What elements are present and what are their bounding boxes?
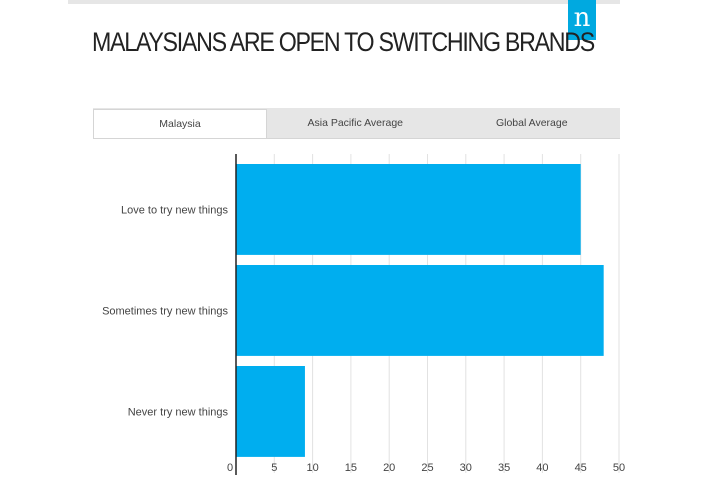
top-rule [68,0,620,4]
x-tick-labels: 0 5 10 15 20 25 30 35 40 45 50 [227,462,625,474]
x-tick-label: 40 [536,462,548,474]
bar [236,265,604,356]
x-tick-label: 50 [613,462,625,474]
category-label: Sometimes try new things [102,305,228,317]
tab-malaysia[interactable]: Malaysia [93,109,267,138]
x-tick-label: 45 [575,462,587,474]
x-tick-label: 10 [306,462,318,474]
x-tick-label: 30 [460,462,472,474]
region-tabs: Malaysia Asia Pacific Average Global Ave… [93,108,620,139]
x-tick-label: 15 [345,462,357,474]
brand-logo: n [568,0,596,40]
x-tick-label: 20 [383,462,395,474]
x-tick-label: 5 [271,462,277,474]
x-tick-label: 0 [227,462,233,474]
bar [236,164,581,255]
bars [236,164,604,457]
tab-global-average[interactable]: Global Average [495,117,568,129]
bar-chart: Love to try new things Sometimes try new … [102,154,625,475]
bar [236,366,305,457]
page-title: MALAYSIANS ARE OPEN TO SWITCHING BRANDS [92,27,595,57]
x-tick-label: 25 [421,462,433,474]
tab-asia-pacific-average[interactable]: Asia Pacific Average [307,117,404,129]
category-labels: Love to try new things Sometimes try new … [102,204,228,418]
category-label: Never try new things [128,406,229,418]
category-label: Love to try new things [121,204,229,216]
x-tick-label: 35 [498,462,510,474]
